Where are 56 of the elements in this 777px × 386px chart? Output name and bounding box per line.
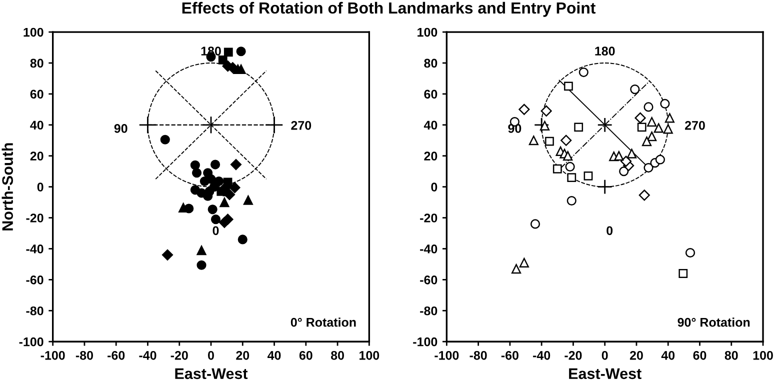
x-tick-label: -100 bbox=[434, 350, 459, 360]
annotation: 90 bbox=[114, 124, 128, 133]
y-tick-label: -60 bbox=[420, 275, 438, 284]
y-tick-label: 20 bbox=[30, 152, 44, 161]
x-axis-title: East-West bbox=[175, 368, 248, 380]
y-tick-label: -60 bbox=[26, 275, 44, 284]
y-tick-label: 60 bbox=[30, 90, 44, 99]
annotation: 270 bbox=[291, 120, 312, 130]
y-axis-title: North-South bbox=[2, 143, 13, 230]
x-tick-label: 100 bbox=[360, 350, 380, 360]
y-tick-label: 80 bbox=[30, 58, 44, 68]
x-tick-label: -40 bbox=[139, 350, 156, 360]
x-tick-label: -20 bbox=[564, 350, 582, 360]
y-tick-label: 60 bbox=[424, 90, 438, 99]
y-tick-label: 0 bbox=[431, 182, 438, 192]
x-tick-label: 60 bbox=[693, 350, 706, 360]
y-tick-label: -20 bbox=[26, 214, 44, 222]
y-tick-label: -20 bbox=[420, 214, 438, 222]
annotation: 270 bbox=[685, 120, 705, 130]
annotation: 0 bbox=[212, 226, 219, 236]
x-tick-label: 20 bbox=[236, 350, 250, 360]
y-tick-label: -40 bbox=[26, 244, 44, 254]
x-tick-label: 0 bbox=[208, 350, 214, 360]
x-axis-title: East-West bbox=[569, 368, 642, 380]
y-tick-label: -80 bbox=[420, 306, 438, 316]
x-tick-label: 80 bbox=[724, 350, 738, 360]
x-tick-label: 40 bbox=[268, 350, 281, 360]
y-tick-label: -40 bbox=[420, 244, 438, 254]
annotation: 0° Rotation bbox=[290, 318, 356, 327]
x-tick-label: 0 bbox=[602, 350, 608, 360]
y-tick-label: 100 bbox=[418, 28, 438, 37]
y-tick-label: -100 bbox=[19, 337, 44, 346]
x-tick-label: -60 bbox=[501, 350, 518, 360]
y-tick-label: -80 bbox=[26, 306, 44, 316]
x-tick-label: 100 bbox=[753, 350, 773, 360]
annotation: 0 bbox=[606, 226, 613, 236]
x-tick-label: -80 bbox=[470, 350, 487, 360]
x-tick-label: -40 bbox=[533, 350, 550, 360]
x-tick-label: 40 bbox=[661, 350, 675, 360]
x-tick-label: 60 bbox=[299, 350, 312, 360]
x-tick-label: 20 bbox=[630, 350, 643, 360]
x-tick-label: -80 bbox=[76, 350, 93, 360]
x-tick-label: -20 bbox=[170, 350, 188, 360]
annotation: 90° Rotation bbox=[678, 318, 750, 327]
y-tick-label: -100 bbox=[413, 337, 438, 346]
y-tick-label: 40 bbox=[30, 120, 44, 130]
y-tick-label: 80 bbox=[424, 58, 438, 68]
y-tick-label: 40 bbox=[424, 120, 438, 130]
y-tick-label: 20 bbox=[424, 152, 438, 161]
y-tick-label: 0 bbox=[37, 182, 44, 192]
x-tick-label: -60 bbox=[108, 350, 125, 360]
x-tick-label: 80 bbox=[330, 350, 344, 360]
x-tick-label: -100 bbox=[40, 350, 65, 360]
chart-title: Effects of Rotation of Both Landmarks and Entry Point bbox=[182, 2, 596, 17]
y-tick-label: 100 bbox=[24, 28, 44, 37]
annotation: 180 bbox=[595, 46, 615, 56]
